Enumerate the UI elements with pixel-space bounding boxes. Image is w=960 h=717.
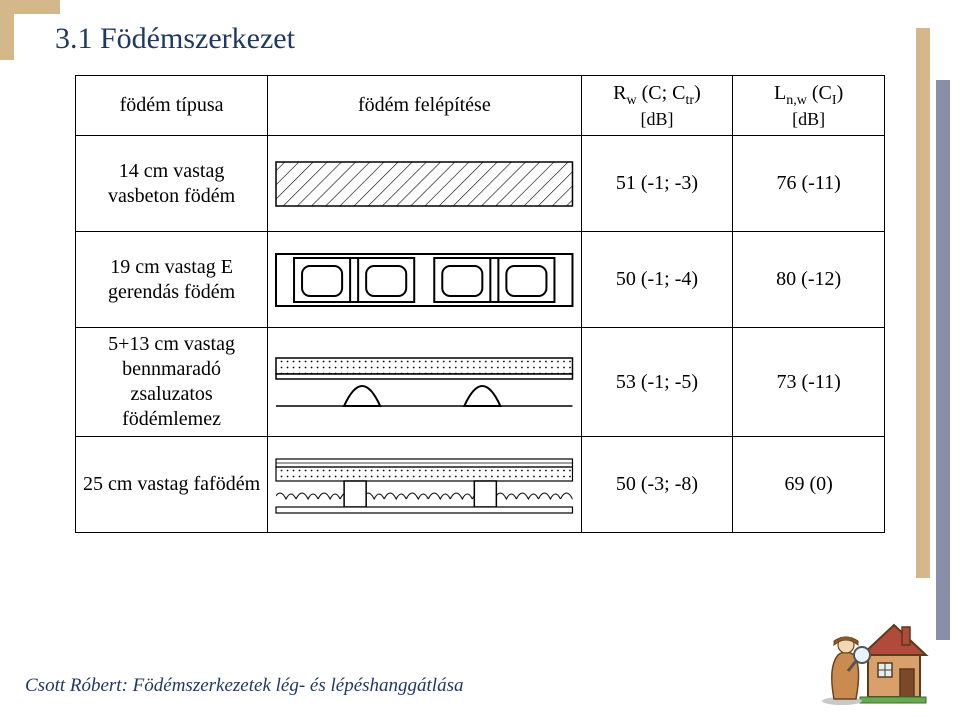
- row-ln: 80 (-12): [733, 232, 885, 328]
- row-diagram-cell: [268, 328, 581, 437]
- header-ln-symbol: Ln,w (CI): [774, 82, 843, 104]
- row-diagram-cell: [268, 136, 581, 232]
- diagram-fafodem: [274, 445, 574, 525]
- header-rw: Rw (C; Ctr) [dB]: [581, 76, 733, 136]
- row-rw: 50 (-3; -8): [581, 437, 733, 533]
- table-header-row: födém típusa födém felépítése Rw (C; Ctr…: [76, 76, 885, 136]
- row-ln: 73 (-11): [733, 328, 885, 437]
- floor-table-wrap: födém típusa födém felépítése Rw (C; Ctr…: [75, 75, 885, 533]
- decor-bar-right-blue: [936, 80, 950, 640]
- header-ln-unit: [dB]: [739, 109, 878, 130]
- table-row: 19 cm vastag E gerendás födém: [76, 232, 885, 328]
- diagram-vasbeton: [274, 144, 574, 224]
- diagram-zsaluzatos: [274, 342, 574, 422]
- row-ln: 69 (0): [733, 437, 885, 533]
- diagram-e-gerendas: [274, 240, 574, 320]
- footer-text: Csott Róbert: Födémszerkezetek lég- és l…: [25, 675, 463, 697]
- row-rw: 53 (-1; -5): [581, 328, 733, 437]
- row-diagram-cell: [268, 437, 581, 533]
- table-row: 14 cm vastag vasbeton födém: [76, 136, 885, 232]
- header-ln: Ln,w (CI) [dB]: [733, 76, 885, 136]
- row-ln: 76 (-11): [733, 136, 885, 232]
- table-row: 25 cm vastag fafödém: [76, 437, 885, 533]
- row-label: 14 cm vastag vasbeton födém: [76, 136, 268, 232]
- header-build: födém felépítése: [268, 76, 581, 136]
- decor-bar-top: [0, 0, 60, 14]
- row-rw: 50 (-1; -4): [581, 232, 733, 328]
- decor-bar-right-tan: [916, 28, 930, 578]
- page-title: 3.1 Födémszerkezet: [55, 22, 295, 56]
- row-label: 5+13 cm vastag bennmaradó zsaluzatos föd…: [76, 328, 268, 437]
- row-rw: 51 (-1; -3): [581, 136, 733, 232]
- floor-table: födém típusa födém felépítése Rw (C; Ctr…: [75, 75, 885, 533]
- header-rw-symbol: Rw (C; Ctr): [613, 82, 701, 104]
- header-type: födém típusa: [76, 76, 268, 136]
- row-label: 19 cm vastag E gerendás födém: [76, 232, 268, 328]
- row-diagram-cell: [268, 232, 581, 328]
- house-detective-icon: [820, 597, 930, 707]
- table-row: 5+13 cm vastag bennmaradó zsaluzatos föd…: [76, 328, 885, 437]
- row-label: 25 cm vastag fafödém: [76, 437, 268, 533]
- header-rw-unit: [dB]: [588, 109, 727, 130]
- slide: 3.1 Födémszerkezet födém típusa födém fe…: [0, 0, 960, 717]
